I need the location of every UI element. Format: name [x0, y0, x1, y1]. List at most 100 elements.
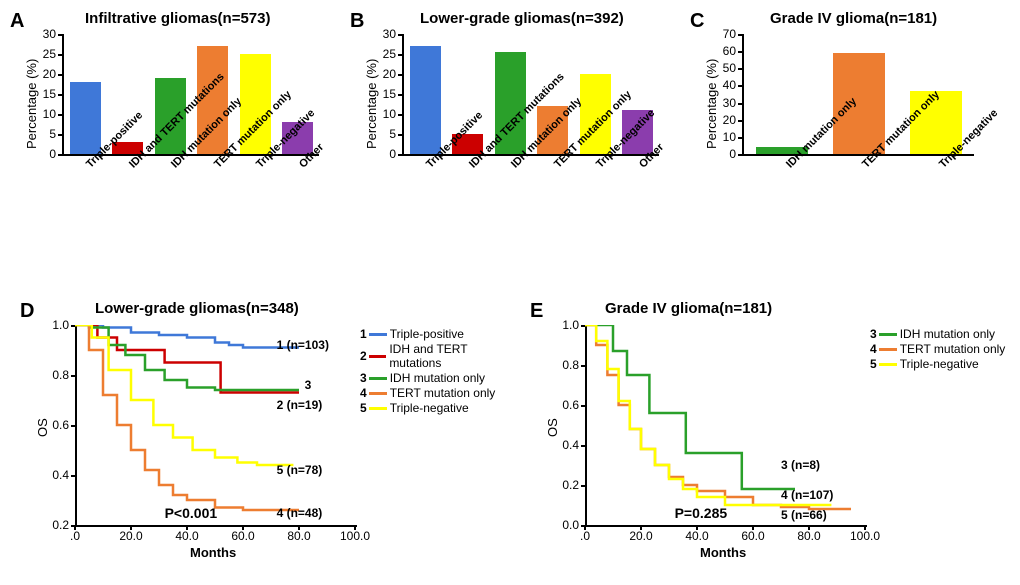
legend-label: TERT mutation only	[390, 386, 496, 400]
xtick: 80.0	[284, 529, 314, 543]
ytick: 0.8	[43, 368, 69, 382]
xtick: 40.0	[172, 529, 202, 543]
panel-title: Lower-grade gliomas(n=348)	[95, 300, 299, 317]
legend-swatch	[369, 355, 387, 358]
legend-label: Triple-negative	[390, 401, 469, 415]
xtick-mark	[864, 525, 866, 530]
km-svg	[75, 325, 355, 525]
km-curve-4	[585, 325, 851, 509]
ytick: 70	[714, 27, 736, 41]
bar	[410, 46, 441, 154]
panel-D: DLower-grade gliomas(n=348)0.20.40.60.81…	[20, 300, 520, 575]
legend-row: 5 Triple-negative	[870, 357, 1005, 371]
xtick: Triple-negative	[594, 162, 602, 170]
panel-B: BLower-grade gliomas(n=392)051015202530P…	[350, 10, 680, 250]
ytick: 0.8	[553, 358, 579, 372]
xtick-mark	[74, 525, 76, 530]
panel-letter: D	[20, 300, 34, 323]
figure: AInfiltrative gliomas(n=573)051015202530…	[10, 10, 1010, 575]
xtick: 20.0	[626, 529, 656, 543]
xtick: IDH and TERT mutations	[467, 162, 475, 170]
legend-label: Triple-positive	[390, 327, 464, 341]
curve-label: 3	[305, 378, 312, 392]
legend-num: 3	[870, 327, 877, 341]
ylabel: OS	[35, 418, 50, 437]
legend-label: IDH mutation only	[900, 327, 995, 341]
legend-swatch	[879, 363, 897, 366]
xtick: 20.0	[116, 529, 146, 543]
ytick: 0.4	[43, 468, 69, 482]
legend-row: 4TERT mutation only	[870, 342, 1005, 356]
panel-title: Lower-grade gliomas(n=392)	[420, 10, 624, 27]
ytick: 60	[714, 44, 736, 58]
xlabel: Months	[700, 545, 746, 560]
xtick: 100.0	[850, 529, 880, 543]
legend-num: 2	[360, 349, 367, 363]
panel-letter: B	[350, 10, 364, 33]
ytick: 0.6	[553, 398, 579, 412]
xtick: TERT mutation only	[552, 162, 560, 170]
xtick-mark	[298, 525, 300, 530]
xtick-mark	[186, 525, 188, 530]
curve-label: 5 (n=66)	[781, 508, 827, 522]
legend-swatch	[369, 392, 387, 395]
xtick: Triple-negative	[937, 162, 945, 170]
curve-label: 4 (n=48)	[277, 506, 323, 520]
ytick: 0.4	[553, 438, 579, 452]
ylabel: Percentage (%)	[24, 59, 39, 149]
xtick: Triple-positive	[84, 162, 92, 170]
ylabel: Percentage (%)	[704, 59, 719, 149]
ytick: 30	[34, 27, 56, 41]
ytick: 1.0	[43, 318, 69, 332]
xtick-mark	[130, 525, 132, 530]
legend-row: 3IDH mutation only	[360, 371, 520, 385]
curve-label: 2 (n=19)	[277, 398, 323, 412]
legend-row: 1Triple-positive	[360, 327, 520, 341]
legend-num: 5	[870, 357, 877, 371]
curve-label: 4 (n=107)	[781, 488, 833, 502]
xtick: TERT mutation only	[860, 162, 868, 170]
panel-E: EGrade IV glioma(n=181)0.00.20.40.60.81.…	[530, 300, 1020, 575]
legend-swatch	[369, 333, 387, 336]
xtick: TERT mutation only	[212, 162, 220, 170]
legend-row: 3 IDH mutation only	[870, 327, 1005, 341]
legend-row: 2IDH and TERT mutations	[360, 342, 520, 370]
panel-A: AInfiltrative gliomas(n=573)051015202530…	[10, 10, 340, 250]
curve-label: 5 (n=78)	[277, 463, 323, 477]
ytick: 0	[374, 147, 396, 161]
pvalue: P<0.001	[165, 505, 218, 521]
xtick-mark	[242, 525, 244, 530]
legend-label: IDH mutation only	[390, 371, 485, 385]
km-legend: 1Triple-positive2IDH and TERT mutations3…	[360, 327, 520, 416]
xtick: .0	[60, 529, 90, 543]
legend-swatch	[369, 407, 387, 410]
xlabel: Months	[190, 545, 236, 560]
ylabel: Percentage (%)	[364, 59, 379, 149]
panel-title: Infiltrative gliomas(n=573)	[85, 10, 270, 27]
xtick: 60.0	[228, 529, 258, 543]
legend-swatch	[369, 377, 387, 380]
xtick-mark	[640, 525, 642, 530]
xtick-mark	[354, 525, 356, 530]
bar	[70, 82, 101, 154]
xtick: 80.0	[794, 529, 824, 543]
xtick: 100.0	[340, 529, 370, 543]
legend-swatch	[879, 333, 897, 336]
xtick: 60.0	[738, 529, 768, 543]
pvalue: P=0.285	[675, 505, 728, 521]
ytick: 0	[714, 147, 736, 161]
xtick: IDH mutation only	[169, 162, 177, 170]
km-curve-3	[585, 325, 795, 489]
xtick: Other	[637, 162, 645, 170]
curve-label: 1 (n=103)	[277, 338, 329, 352]
xtick-mark	[584, 525, 586, 530]
xtick: Triple-positive	[424, 162, 432, 170]
legend-label: Triple-negative	[900, 357, 979, 371]
panel-title: Grade IV glioma(n=181)	[605, 300, 772, 317]
panel-C: CGrade IV glioma(n=181)010203040506070Pe…	[690, 10, 1010, 250]
legend-swatch	[879, 348, 897, 351]
xtick-mark	[808, 525, 810, 530]
legend-num: 4	[360, 386, 367, 400]
ytick: 30	[374, 27, 396, 41]
panel-letter: E	[530, 300, 543, 323]
